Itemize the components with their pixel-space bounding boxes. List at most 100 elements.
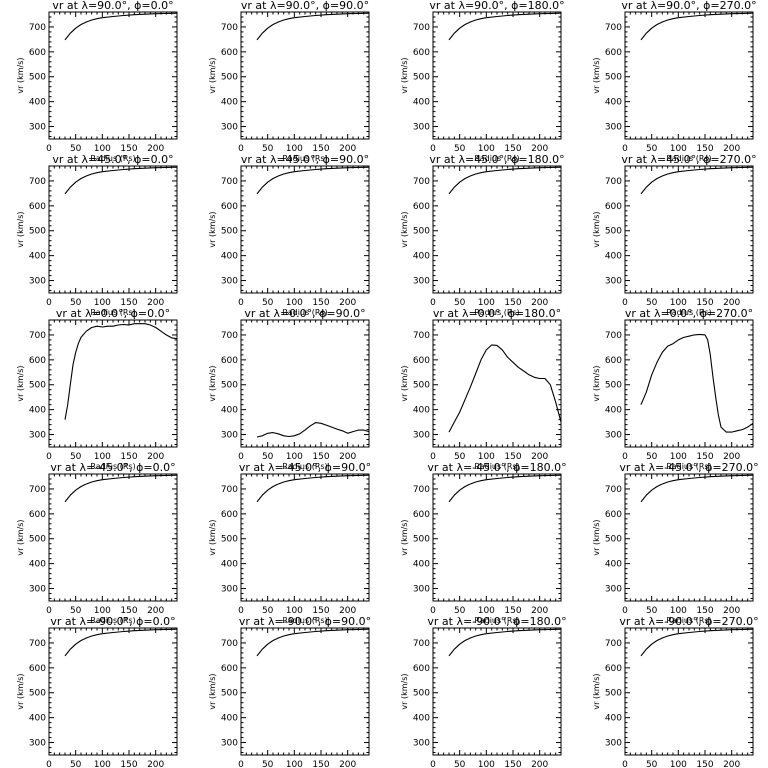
- y-axis-label: vr (km/s): [400, 365, 409, 401]
- x-axis-label: Radius (Rs): [282, 616, 327, 625]
- x-tick-label: 50: [70, 298, 82, 308]
- chart-panel: vr at λ=90.0°, ϕ=90.0° 0 50 100 150 200 300 400…: [208, 0, 370, 163]
- y-tick-label: 400: [221, 560, 238, 570]
- series-line: [640, 12, 754, 41]
- y-tick-label: 500: [29, 689, 46, 699]
- y-axis-label: vr (km/s): [592, 57, 601, 93]
- x-tick-label: 150: [120, 144, 137, 154]
- y-axis-label: vr (km/s): [208, 57, 217, 93]
- x-tick-label: 0: [238, 144, 244, 154]
- x-tick-label: 150: [696, 144, 713, 154]
- y-tick-label: 300: [221, 123, 238, 133]
- y-tick-label: 600: [605, 356, 622, 366]
- x-tick-label: 50: [646, 606, 658, 616]
- y-tick-label: 500: [221, 689, 238, 699]
- plot-frame: [48, 627, 178, 756]
- x-axis-label: Radius (Rs): [90, 154, 135, 163]
- chart-title: vr at λ=45.0°, ϕ=180.0°: [429, 153, 564, 166]
- y-tick-label: 400: [29, 560, 46, 570]
- y-tick-label: 600: [221, 202, 238, 212]
- y-tick-label: 400: [413, 714, 430, 724]
- y-axis-label: vr (km/s): [208, 673, 217, 709]
- y-tick-label: 300: [605, 739, 622, 749]
- x-tick-label: 100: [670, 606, 687, 616]
- y-tick-label: 300: [605, 431, 622, 441]
- plot-frame: [624, 319, 754, 448]
- x-axis-label: Radius (Rs): [666, 308, 711, 317]
- y-tick-label: 400: [221, 406, 238, 416]
- x-tick-label: 100: [478, 298, 495, 308]
- x-tick-label: 200: [531, 144, 548, 154]
- y-tick-label: 700: [221, 331, 238, 341]
- plot-frame: [432, 627, 562, 756]
- y-axis-label: vr (km/s): [208, 365, 217, 401]
- y-tick-label: 400: [413, 406, 430, 416]
- y-tick-label: 600: [605, 202, 622, 212]
- x-axis-label: Radius (Rs): [90, 462, 135, 471]
- chart-title: vr at λ=-90.0°, ϕ=270.0°: [619, 615, 758, 628]
- y-tick-label: 400: [29, 98, 46, 108]
- x-tick-label: 200: [723, 298, 740, 308]
- y-axis-label: vr (km/s): [16, 57, 25, 93]
- x-tick-label: 100: [670, 144, 687, 154]
- x-tick-label: 50: [262, 760, 274, 768]
- y-tick-label: 400: [29, 406, 46, 416]
- x-tick-label: 200: [147, 760, 164, 768]
- x-tick-label: 50: [646, 144, 658, 154]
- y-tick-label: 600: [413, 356, 430, 366]
- x-tick-label: 100: [94, 144, 111, 154]
- plot-frame: [624, 11, 754, 140]
- y-tick-label: 600: [29, 664, 46, 674]
- y-tick-label: 300: [413, 123, 430, 133]
- x-tick-label: 200: [339, 760, 356, 768]
- x-tick-label: 50: [70, 760, 82, 768]
- series-line: [640, 628, 754, 657]
- x-tick-label: 50: [70, 452, 82, 462]
- series-line: [64, 474, 178, 503]
- series-line: [448, 474, 562, 503]
- series-line: [640, 333, 754, 433]
- x-tick-label: 200: [147, 452, 164, 462]
- y-tick-label: 700: [29, 23, 46, 33]
- series-line: [640, 166, 754, 195]
- chart-title: vr at λ=-45.0°, ϕ=0.0°: [50, 461, 175, 474]
- y-tick-label: 500: [605, 227, 622, 237]
- y-tick-label: 400: [221, 252, 238, 262]
- x-tick-label: 150: [120, 606, 137, 616]
- y-tick-label: 600: [29, 510, 46, 520]
- chart-title: vr at λ=-45.0°, ϕ=180.0°: [427, 461, 566, 474]
- y-axis-label: vr (km/s): [16, 673, 25, 709]
- x-tick-label: 100: [286, 144, 303, 154]
- y-axis-label: vr (km/s): [592, 519, 601, 555]
- x-tick-label: 50: [262, 452, 274, 462]
- plot-frame: [624, 627, 754, 756]
- series-line: [256, 422, 370, 438]
- x-tick-label: 150: [504, 606, 521, 616]
- plot-frame: [48, 473, 178, 602]
- y-tick-label: 600: [221, 48, 238, 58]
- chart-title: vr at λ=0.0°, ϕ=90.0°: [244, 307, 365, 320]
- chart-title: vr at λ=90.0°, ϕ=90.0°: [241, 0, 369, 12]
- y-axis-label: vr (km/s): [16, 211, 25, 247]
- x-tick-label: 0: [430, 298, 436, 308]
- plot-frame: [240, 319, 370, 448]
- y-tick-label: 300: [29, 431, 46, 441]
- chart-title: vr at λ=-45.0°, ϕ=270.0°: [619, 461, 758, 474]
- x-tick-label: 50: [454, 144, 466, 154]
- chart-title: vr at λ=90.0°, ϕ=180.0°: [429, 0, 564, 12]
- x-axis-label: Radius (Rs): [474, 308, 519, 317]
- y-tick-label: 300: [413, 739, 430, 749]
- series-line: [256, 12, 370, 41]
- x-tick-label: 50: [454, 298, 466, 308]
- y-tick-label: 500: [413, 689, 430, 699]
- chart-title: vr at λ=90.0°, ϕ=270.0°: [621, 0, 756, 12]
- x-tick-label: 100: [670, 452, 687, 462]
- y-tick-label: 600: [221, 510, 238, 520]
- x-tick-label: 100: [478, 760, 495, 768]
- y-tick-label: 400: [413, 560, 430, 570]
- x-tick-label: 200: [723, 144, 740, 154]
- x-tick-label: 50: [262, 606, 274, 616]
- y-tick-label: 700: [29, 485, 46, 495]
- chart-title: vr at λ=45.0°, ϕ=0.0°: [52, 153, 173, 166]
- y-tick-label: 600: [29, 356, 46, 366]
